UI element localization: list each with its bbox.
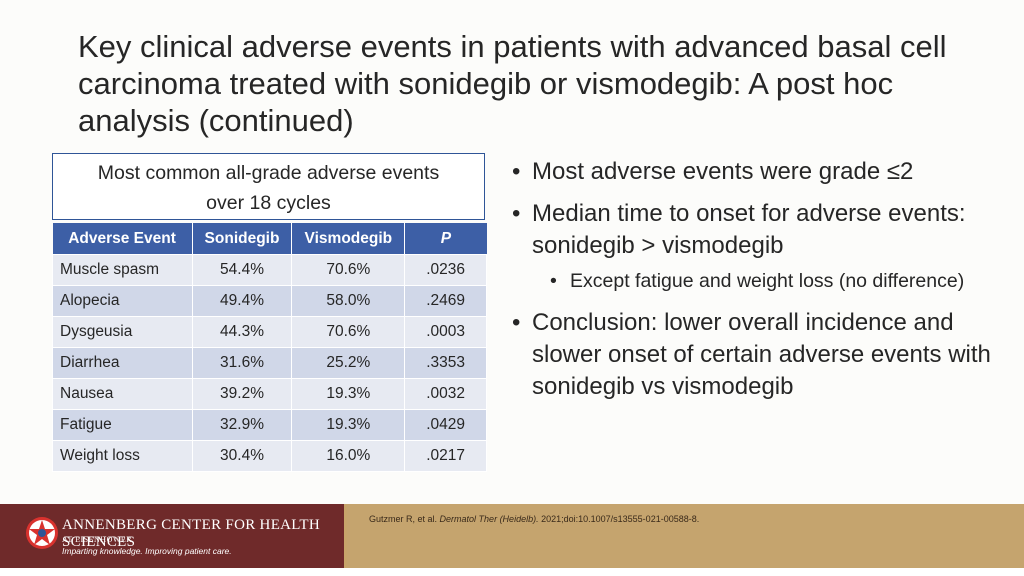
cell-p: .0236 xyxy=(404,254,487,286)
logo-tagline: Imparting knowledge. Improving patient c… xyxy=(62,546,232,556)
footer-bar: ANNENBERG CENTER FOR HEALTH SCIENCES AT … xyxy=(0,504,1024,576)
cell-p: .2469 xyxy=(404,285,487,317)
header-vismodegib: Vismodegib xyxy=(291,223,406,255)
cell-vismodegib: 58.0% xyxy=(291,285,406,317)
cell-sonidegib: 49.4% xyxy=(191,285,293,317)
header-sonidegib: Sonidegib xyxy=(192,223,293,255)
adverse-events-table: Adverse Event Sonidegib Vismodegib P Mus… xyxy=(52,223,487,472)
bullet-icon: • xyxy=(550,270,557,292)
table-row: Diarrhea 31.6% 25.2% .3353 xyxy=(52,347,487,379)
table-row: Fatigue 32.9% 19.3% .0429 xyxy=(52,409,487,441)
slide-title: Key clinical adverse events in patients … xyxy=(78,29,947,138)
bullet-icon: • xyxy=(512,158,521,185)
cell-sonidegib: 31.6% xyxy=(191,347,293,379)
cell-vismodegib: 19.3% xyxy=(291,409,406,441)
cell-sonidegib: 39.2% xyxy=(191,378,293,410)
table-row: Nausea 39.2% 19.3% .0032 xyxy=(52,378,487,410)
cell-p: .3353 xyxy=(404,347,487,379)
cell-vismodegib: 25.2% xyxy=(291,347,406,379)
citation: Gutzmer R, et al. Dermatol Ther (Heidelb… xyxy=(369,514,699,524)
cell-event: Nausea xyxy=(52,378,193,410)
bullet-icon: • xyxy=(512,200,521,227)
cell-event: Alopecia xyxy=(52,285,193,317)
citation-authors: Gutzmer R, et al. xyxy=(369,514,438,524)
cell-vismodegib: 70.6% xyxy=(291,254,406,286)
bullet-text: Median time to onset for adverse events:… xyxy=(532,200,966,259)
cell-event: Fatigue xyxy=(52,409,193,441)
cell-sonidegib: 30.4% xyxy=(191,440,293,472)
cell-event: Muscle spasm xyxy=(52,254,193,286)
bullet-text: Most adverse events were grade ≤2 xyxy=(532,158,914,185)
cell-event: Weight loss xyxy=(52,440,193,472)
table-row: Muscle spasm 54.4% 70.6% .0236 xyxy=(52,254,487,286)
bullet-item: • Conclusion: lower overall incidence an… xyxy=(510,307,1010,403)
sub-bullet-item: • Except fatigue and weight loss (no dif… xyxy=(510,268,1010,295)
cell-p: .0217 xyxy=(404,440,487,472)
cell-p: .0032 xyxy=(404,378,487,410)
cell-p: .0003 xyxy=(404,316,487,348)
logo-panel: ANNENBERG CENTER FOR HEALTH SCIENCES AT … xyxy=(0,504,347,568)
cell-sonidegib: 54.4% xyxy=(191,254,293,286)
bullet-item: • Median time to onset for adverse event… xyxy=(510,198,1010,262)
header-adverse-event: Adverse Event xyxy=(52,223,193,255)
citation-panel: Gutzmer R, et al. Dermatol Ther (Heidelb… xyxy=(347,504,1024,568)
table-row: Dysgeusia 44.3% 70.6% .0003 xyxy=(52,316,487,348)
cell-event: Dysgeusia xyxy=(52,316,193,348)
citation-doi: 2021;doi:10.1007/s13555-021-00588-8. xyxy=(541,514,700,524)
bottom-strip xyxy=(0,568,1024,576)
star-emblem-icon xyxy=(26,517,58,549)
cell-vismodegib: 19.3% xyxy=(291,378,406,410)
cell-event: Diarrhea xyxy=(52,347,193,379)
citation-journal: Dermatol Ther (Heidelb). xyxy=(439,514,539,524)
cell-vismodegib: 70.6% xyxy=(291,316,406,348)
table-row: Weight loss 30.4% 16.0% .0217 xyxy=(52,440,487,472)
caption-line-1: Most common all-grade adverse events xyxy=(97,162,440,184)
cell-p: .0429 xyxy=(404,409,487,441)
logo-name: ANNENBERG CENTER FOR HEALTH SCIENCES xyxy=(62,517,320,550)
sub-bullet-text: Except fatigue and weight loss (no diffe… xyxy=(570,270,965,292)
header-p-value: P xyxy=(404,223,487,255)
bullet-item: • Most adverse events were grade ≤2 xyxy=(510,156,1010,188)
bullet-text: Conclusion: lower overall incidence and … xyxy=(532,309,991,400)
table-caption-box: Most common all-grade adverse events ove… xyxy=(52,153,485,220)
cell-sonidegib: 44.3% xyxy=(191,316,293,348)
table-row: Alopecia 49.4% 58.0% .2469 xyxy=(52,285,487,317)
cell-vismodegib: 16.0% xyxy=(291,440,406,472)
bullet-icon: • xyxy=(512,309,521,336)
cell-sonidegib: 32.9% xyxy=(191,409,293,441)
caption-line-2: over 18 cycles xyxy=(206,192,331,214)
table-header-row: Adverse Event Sonidegib Vismodegib P xyxy=(52,223,487,255)
logo-subtitle: AT EISENHOWER xyxy=(62,535,133,544)
bullet-list: • Most adverse events were grade ≤2 • Me… xyxy=(510,156,1010,413)
